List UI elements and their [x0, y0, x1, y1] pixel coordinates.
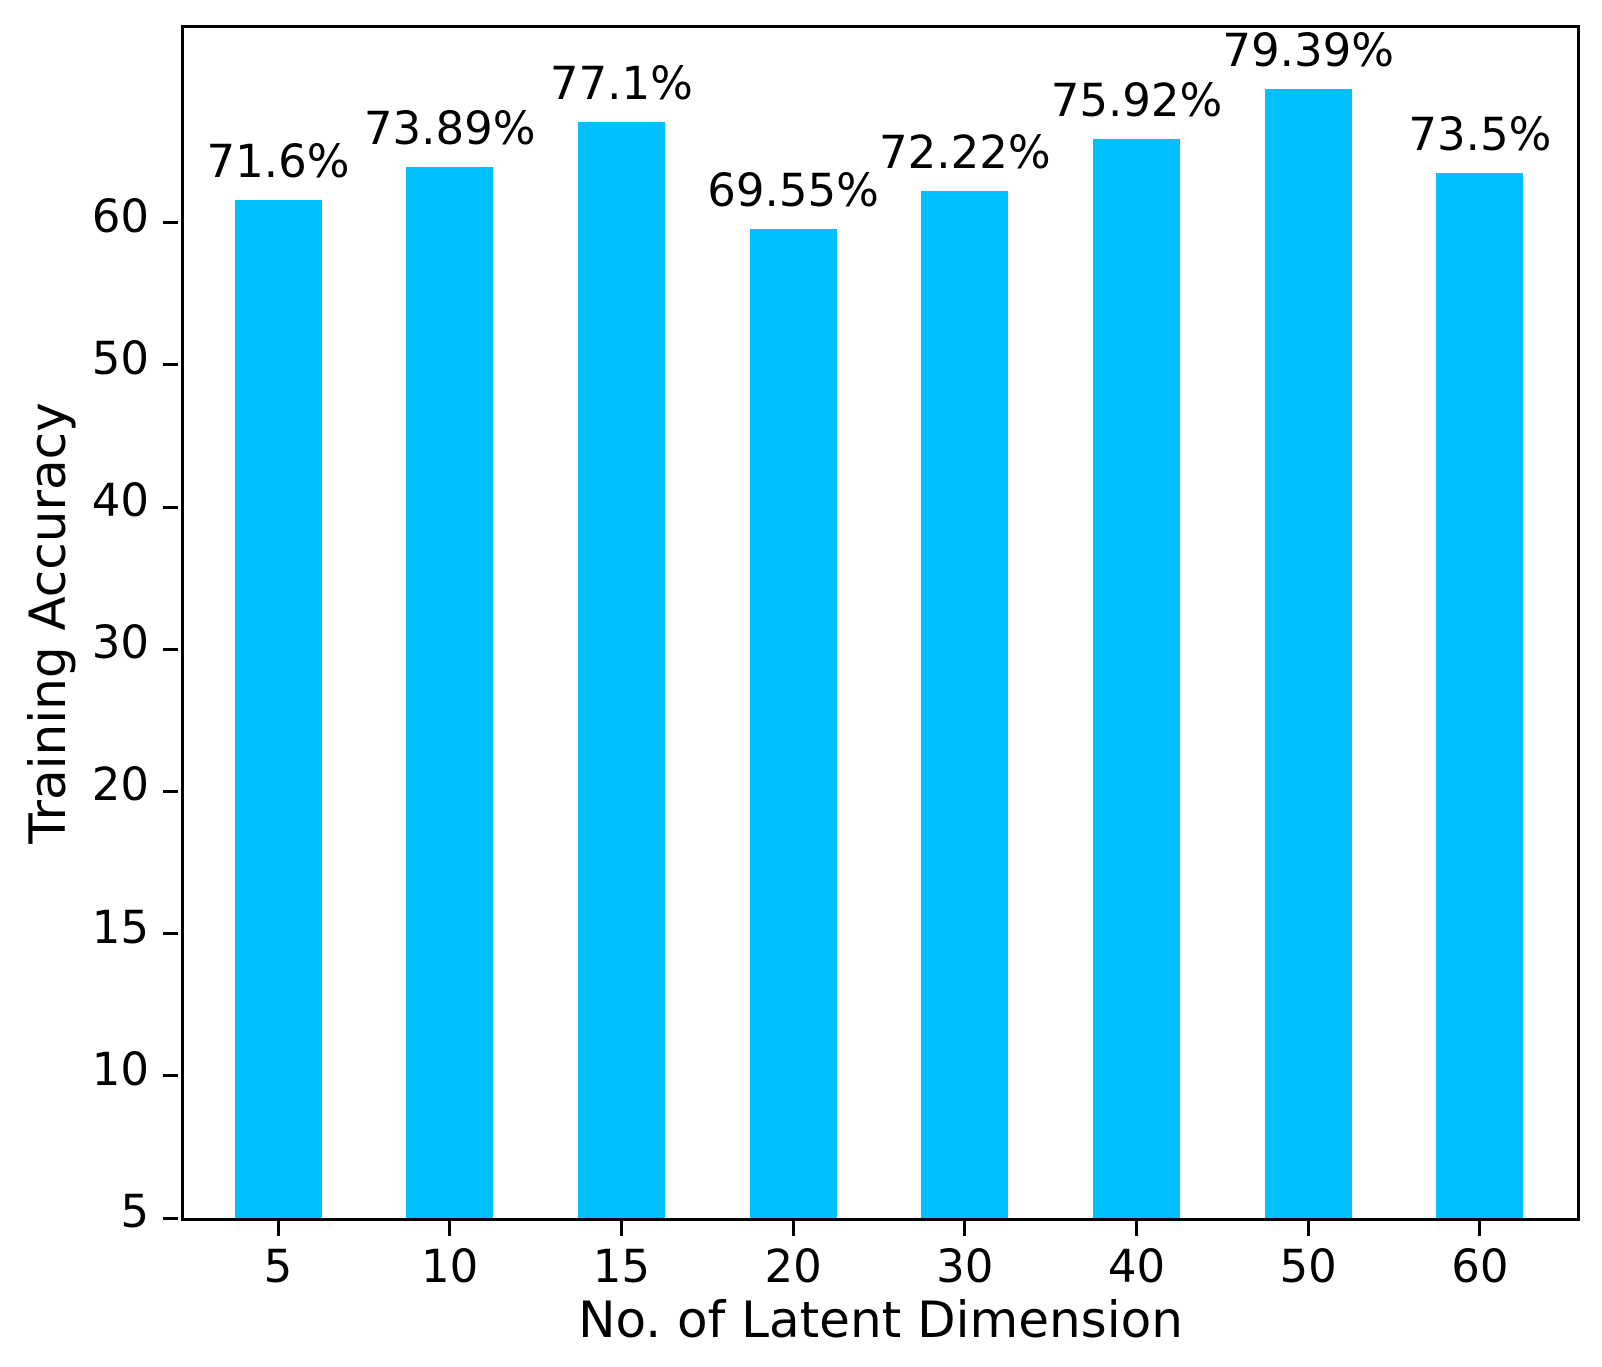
bar-value-label: 73.5%	[1408, 107, 1552, 161]
x-tick-mark	[619, 1221, 623, 1236]
x-tick-mark	[1478, 1221, 1482, 1236]
y-tick-mark	[163, 932, 178, 936]
y-tick-label: 40	[91, 474, 149, 528]
bar	[921, 191, 1009, 1218]
y-tick-label: 50	[91, 331, 149, 385]
bar	[577, 122, 665, 1218]
x-tick-mark	[276, 1221, 280, 1236]
plot-area: 71.6% 73.89% 77.1% 69.55% 72.22% 75.92% 79.39%…	[92, 23, 1580, 1289]
y-tick-label: 30	[91, 616, 149, 670]
bar-value-label: 73.89%	[363, 101, 536, 155]
x-axis-title: No. of Latent Dimension	[578, 1291, 1183, 1349]
y-tick-mark	[163, 221, 178, 225]
y-tick-mark	[163, 789, 178, 793]
x-tick-label: 20	[764, 1240, 822, 1293]
bar-value-label: 77.1%	[549, 56, 693, 110]
bar-value-label: 72.22%	[879, 125, 1051, 179]
bar-value-label: 71.6%	[206, 134, 350, 188]
y-tick-label: 10	[91, 1042, 149, 1096]
y-tick-mark	[163, 1216, 178, 1220]
x-tick-label: 60	[1451, 1240, 1509, 1293]
x-tick-label: 40	[1107, 1240, 1166, 1293]
y-tick-label: 15	[91, 900, 149, 954]
y-tick-mark	[163, 505, 178, 509]
x-tick-label: 15	[592, 1240, 651, 1293]
x-tick-mark	[448, 1221, 452, 1236]
x-tick-label: 30	[936, 1240, 994, 1293]
bar	[234, 200, 322, 1218]
x-tick-mark	[791, 1221, 795, 1236]
x-tick-label: 50	[1279, 1240, 1337, 1293]
y-tick-label: 5	[120, 1185, 149, 1238]
y-tick-label: 60	[91, 189, 149, 243]
x-tick-label: 10	[421, 1240, 479, 1293]
bar-value-label: 69.55%	[707, 163, 879, 217]
bar	[1264, 89, 1352, 1218]
x-tick-mark	[1135, 1221, 1138, 1236]
bar	[1093, 139, 1180, 1218]
bar	[749, 229, 837, 1218]
bar	[406, 167, 494, 1218]
y-tick-mark	[163, 1074, 178, 1078]
bar	[1436, 173, 1524, 1218]
y-tick-mark	[163, 647, 178, 651]
bar-value-label: 79.39%	[1222, 23, 1394, 77]
x-tick-label: 5	[263, 1240, 293, 1293]
bar-value-label: 75.92%	[1050, 73, 1223, 127]
y-tick-mark	[163, 363, 178, 367]
x-tick-mark	[1306, 1221, 1310, 1236]
x-tick-mark	[963, 1221, 967, 1236]
y-tick-label: 20	[91, 758, 149, 812]
